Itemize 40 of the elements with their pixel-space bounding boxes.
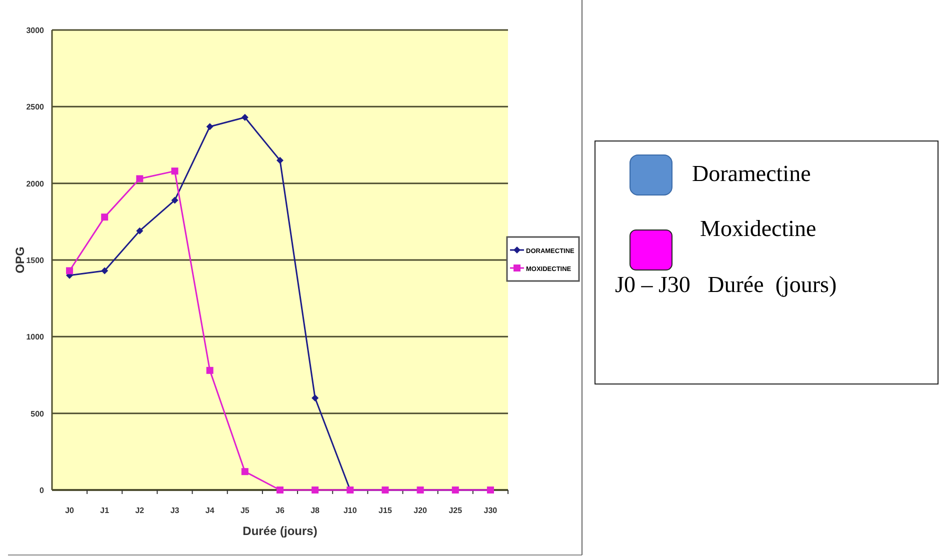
point bbox=[101, 214, 108, 221]
point bbox=[171, 168, 178, 175]
x-tick-label: J3 bbox=[170, 506, 180, 515]
x-tick-label: J1 bbox=[100, 506, 110, 515]
point bbox=[241, 114, 248, 121]
point bbox=[276, 486, 284, 494]
point bbox=[101, 267, 108, 274]
x-tick-label: J25 bbox=[448, 506, 463, 515]
x-tick-label: J8 bbox=[310, 506, 320, 515]
text: Moxidectine bbox=[700, 216, 816, 241]
point bbox=[241, 468, 248, 476]
x-tick-label: J6 bbox=[276, 506, 285, 515]
y-tick-label: 0 bbox=[40, 486, 45, 495]
point bbox=[171, 196, 178, 204]
x-tick-label: J5 bbox=[240, 506, 250, 515]
point bbox=[66, 267, 74, 274]
x-tick-label: J0 bbox=[65, 506, 75, 515]
point bbox=[206, 123, 214, 130]
y-tick-label: 3000 bbox=[26, 26, 45, 35]
point bbox=[312, 394, 319, 402]
text: Doramectine bbox=[692, 161, 811, 186]
point bbox=[312, 486, 319, 494]
x-tick-label: J15 bbox=[378, 506, 392, 515]
text: J0 – J30 Durée (jours) bbox=[615, 272, 837, 297]
point bbox=[136, 227, 144, 234]
y-tick-label: 2000 bbox=[26, 179, 45, 188]
x-tick-label: J4 bbox=[205, 506, 215, 515]
x-tick-label: J10 bbox=[343, 506, 358, 515]
y-tick-label: 1500 bbox=[26, 256, 45, 265]
y-tick-label: 1000 bbox=[26, 332, 45, 342]
x-tick-label: J20 bbox=[414, 506, 428, 515]
point bbox=[276, 156, 284, 164]
y-tick-label: 2500 bbox=[26, 102, 45, 112]
x-axis-title: Durée (jours) bbox=[242, 524, 318, 538]
point bbox=[206, 366, 214, 374]
x-tick-label: J2 bbox=[135, 506, 145, 515]
point bbox=[136, 175, 144, 182]
x-tick-label: J30 bbox=[484, 506, 498, 515]
y-axis-title: OPG bbox=[13, 246, 27, 274]
y-tick-label: 500 bbox=[30, 409, 45, 418]
